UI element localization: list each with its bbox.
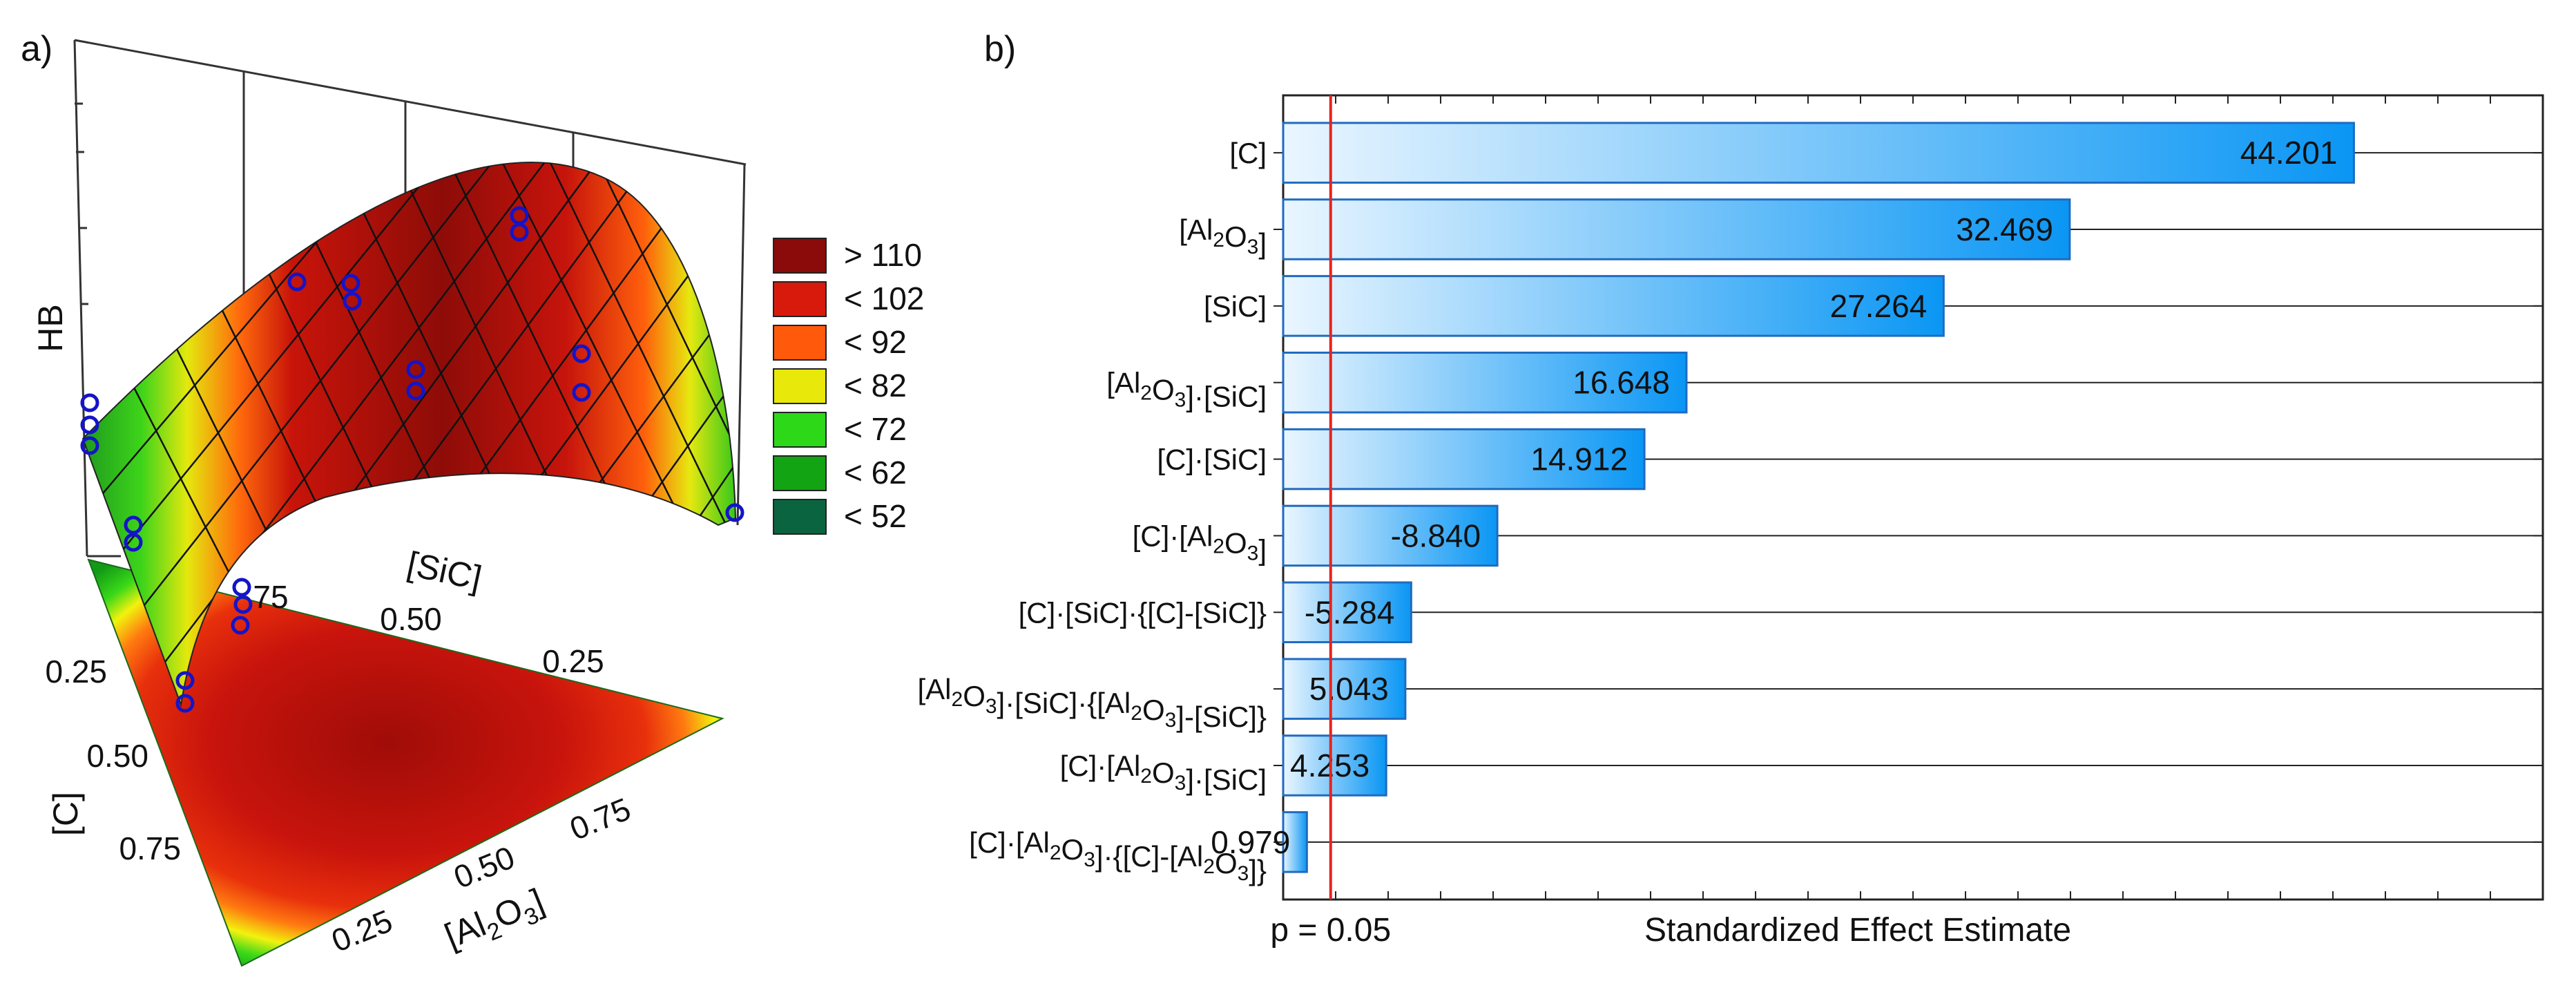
- legend-label: < 72: [844, 411, 907, 447]
- design-point: [80, 436, 99, 455]
- c-axis-label: [C]: [46, 792, 85, 836]
- legend-swatch: [773, 281, 827, 317]
- bar: [1282, 581, 1412, 644]
- sic-tick: 0.25: [542, 643, 604, 679]
- design-point: [287, 272, 307, 292]
- legend-label: < 92: [844, 324, 907, 360]
- bar: [1282, 658, 1407, 720]
- design-point: [233, 595, 253, 614]
- design-point: [343, 292, 362, 311]
- bar: [1282, 504, 1499, 567]
- bar-value-label: 16.648: [1573, 365, 1670, 401]
- bar: [1282, 351, 1688, 414]
- design-point: [510, 222, 529, 242]
- bar-value-label: 0.979: [1211, 824, 1290, 860]
- bar: [1282, 275, 1945, 337]
- legend-swatch: [773, 455, 827, 491]
- al2o3-tick: 0.75: [565, 790, 635, 847]
- bar-value-label: -8.840: [1391, 517, 1481, 553]
- bar-value-label: 5.043: [1309, 671, 1389, 707]
- legend: > 110 < 102 < 92 < 82 < 72 < 62 < 52: [773, 237, 924, 535]
- category-label: [C]·[SiC]·{[C]-[SiC]}: [1019, 596, 1267, 629]
- bar-value-label: -5.284: [1305, 594, 1394, 630]
- design-point: [406, 360, 425, 379]
- legend-swatch: [773, 499, 827, 535]
- bar-chart: 44.201 [C] 32.469 [Al2O3] 27.264 [SiC] 16.648 […: [917, 94, 2544, 949]
- panel-a-label: a): [21, 29, 52, 69]
- c-tick: 0.25: [45, 654, 107, 689]
- panel-b-label: b): [984, 29, 1016, 69]
- bar: [1282, 122, 2355, 184]
- legend-swatch: [773, 368, 827, 404]
- category-label: [Al2O3]·[SiC]: [1106, 367, 1267, 413]
- legend-label: > 110: [844, 237, 922, 273]
- bar: [1282, 428, 1646, 491]
- bar-value-label: 27.264: [1830, 288, 1928, 324]
- design-point: [406, 381, 425, 401]
- design-point: [572, 383, 591, 402]
- bar: [1282, 811, 1308, 873]
- legend-label: < 102: [844, 280, 924, 316]
- category-label: [C]·[Al2O3]·{[C]-[Al2O3]}: [969, 826, 1267, 886]
- significance-label: p = 0.05: [1270, 912, 1391, 949]
- category-label: [C]·[SiC]: [1157, 444, 1267, 476]
- design-point: [725, 503, 744, 522]
- legend-swatch: [773, 238, 827, 274]
- category-label: [C]·[Al2O3]: [1133, 520, 1267, 566]
- category-label: [C]·[Al2O3]·[SiC]: [1060, 750, 1267, 796]
- c-tick: 0.75: [119, 830, 181, 866]
- design-point: [231, 616, 250, 635]
- c-tick: 0.50: [86, 738, 148, 774]
- legend-label: < 82: [844, 368, 907, 403]
- design-point: [124, 533, 143, 552]
- design-point: [175, 694, 195, 713]
- bar: [1282, 734, 1387, 797]
- bar-value-label: 44.201: [2240, 135, 2338, 171]
- ternary-floor-contour: [87, 558, 724, 967]
- category-label: [C]: [1229, 137, 1267, 169]
- design-point: [341, 274, 361, 293]
- x-axis-title: Standardized Effect Estimate: [1644, 912, 2071, 949]
- sic-axis-label: [SiC]: [404, 544, 486, 598]
- z-axis-label: HB: [31, 304, 70, 352]
- category-label: [Al2O3]·[SiC]·{[Al2O3]-[SiC]}: [917, 673, 1267, 733]
- sic-tick: 0.50: [380, 601, 442, 637]
- category-label: [SiC]: [1204, 290, 1267, 323]
- design-point: [572, 344, 591, 363]
- al2o3-axis-label: [Al2O3]: [439, 881, 552, 961]
- category-label: [Al2O3]: [1179, 213, 1267, 260]
- bar: [1282, 198, 2071, 260]
- design-points: [80, 206, 744, 713]
- legend-label: < 52: [844, 498, 907, 534]
- design-point: [80, 393, 99, 412]
- design-point: [232, 578, 251, 597]
- design-point: [175, 671, 195, 690]
- legend-swatch: [773, 325, 827, 361]
- bar-value-label: 14.912: [1530, 441, 1628, 477]
- design-point: [124, 515, 143, 535]
- sic-tick: 75: [253, 579, 288, 615]
- design-point: [80, 415, 99, 435]
- legend-label: < 62: [844, 455, 907, 491]
- bar-value-label: 32.469: [1956, 211, 2053, 247]
- legend-swatch: [773, 412, 827, 448]
